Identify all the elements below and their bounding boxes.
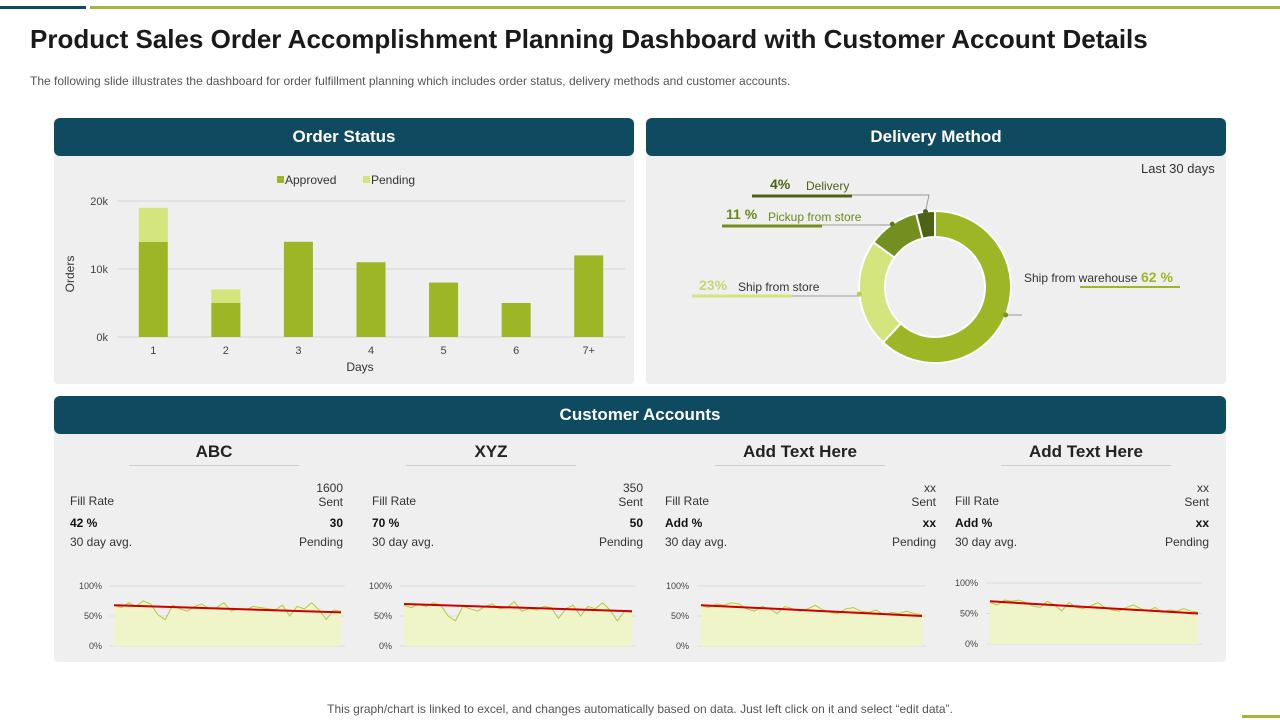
page-subtitle: The following slide illustrates the dash… bbox=[30, 74, 791, 88]
bottom-accent-green bbox=[1242, 715, 1280, 718]
customer-accounts-header: Customer Accounts bbox=[54, 396, 1226, 434]
sent-value: 350 bbox=[622, 481, 643, 495]
fill-rate-value: Add % bbox=[665, 516, 703, 530]
account-name: Add Text Here bbox=[743, 442, 857, 461]
top-accent-green bbox=[90, 6, 1280, 9]
sent-label: Sent bbox=[1184, 495, 1209, 509]
fill-rate-value: 70 % bbox=[372, 516, 400, 530]
account-name: XYZ bbox=[474, 442, 508, 461]
account-name-underline bbox=[129, 465, 299, 466]
order-status-panel bbox=[54, 118, 634, 384]
pending-label: Pending bbox=[1164, 535, 1209, 549]
avg-label: 30 day avg. bbox=[665, 535, 728, 549]
delivery-period-label: Last 30 days bbox=[1141, 161, 1215, 176]
account-name-underline bbox=[406, 465, 576, 466]
fill-rate-value: 42 % bbox=[70, 516, 98, 530]
fill-rate-label: Fill Rate bbox=[665, 494, 710, 508]
delivery-method-panel bbox=[646, 118, 1226, 384]
delivery-method-header: Delivery Method bbox=[646, 118, 1226, 156]
footer-note: This graph/chart is linked to excel, and… bbox=[327, 702, 953, 716]
pending-value: xx bbox=[922, 516, 936, 530]
order-status-header: Order Status bbox=[54, 118, 634, 156]
sent-label: Sent bbox=[618, 495, 643, 509]
fill-rate-label: Fill Rate bbox=[955, 494, 1000, 508]
top-accent-dark bbox=[0, 6, 86, 9]
pending-label: Pending bbox=[598, 535, 643, 549]
account-name-underline bbox=[1001, 465, 1171, 466]
avg-label: 30 day avg. bbox=[955, 535, 1018, 549]
sent-label: Sent bbox=[318, 495, 343, 509]
pending-label: Pending bbox=[298, 535, 343, 549]
pending-value: 30 bbox=[329, 516, 343, 530]
pending-value: xx bbox=[1195, 516, 1209, 530]
fill-rate-label: Fill Rate bbox=[372, 494, 417, 508]
account-name-underline bbox=[715, 465, 885, 466]
sent-value: xx bbox=[924, 481, 936, 495]
sent-value: xx bbox=[1197, 481, 1209, 495]
account-name: Add Text Here bbox=[1029, 442, 1143, 461]
avg-label: 30 day avg. bbox=[70, 535, 133, 549]
sent-label: Sent bbox=[911, 495, 936, 509]
account-name: ABC bbox=[195, 442, 233, 461]
page-title: Product Sales Order Accomplishment Plann… bbox=[30, 24, 1148, 54]
sent-value: 1600 bbox=[316, 481, 343, 495]
avg-label: 30 day avg. bbox=[372, 535, 435, 549]
pending-label: Pending bbox=[891, 535, 936, 549]
fill-rate-label: Fill Rate bbox=[70, 494, 115, 508]
pending-value: 50 bbox=[629, 516, 643, 530]
fill-rate-value: Add % bbox=[955, 516, 993, 530]
